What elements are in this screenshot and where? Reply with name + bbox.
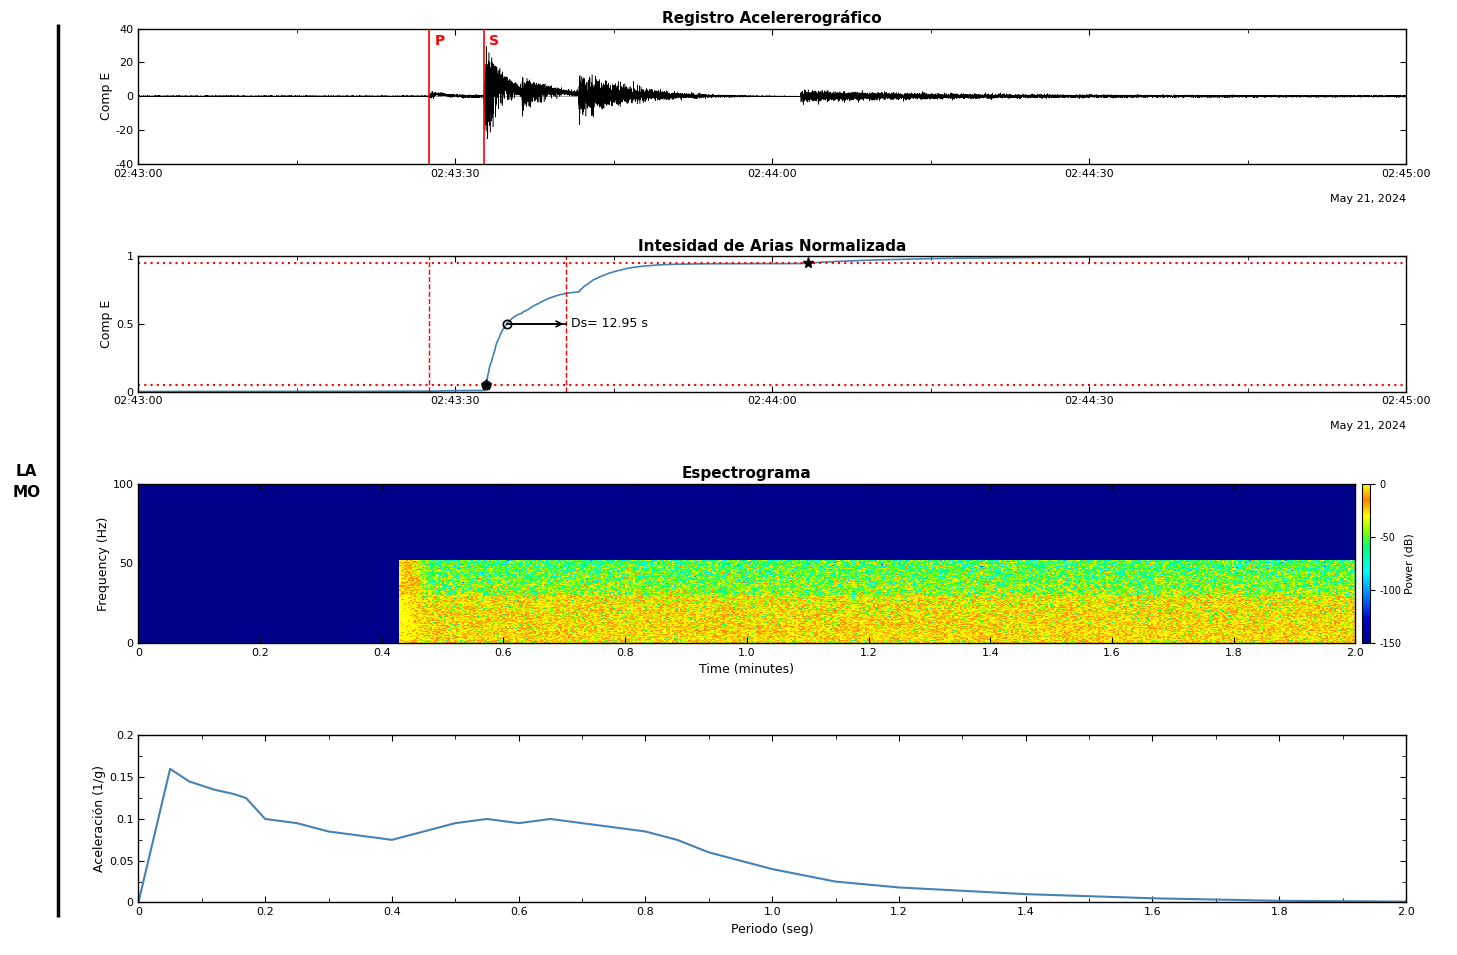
Text: S: S: [490, 33, 498, 48]
Y-axis label: Aceleración (1/g): Aceleración (1/g): [93, 766, 106, 873]
Title: Intesidad de Arias Normalizada: Intesidad de Arias Normalizada: [638, 239, 906, 254]
X-axis label: Periodo (seg): Periodo (seg): [731, 923, 813, 936]
Y-axis label: Comp E: Comp E: [99, 73, 112, 120]
Text: May 21, 2024: May 21, 2024: [1330, 421, 1406, 432]
Text: Ds= 12.95 s: Ds= 12.95 s: [571, 317, 648, 330]
Y-axis label: Frequency (Hz): Frequency (Hz): [96, 517, 109, 610]
Text: P: P: [436, 33, 446, 48]
Y-axis label: Comp E: Comp E: [101, 300, 114, 348]
X-axis label: Time (minutes): Time (minutes): [699, 664, 794, 676]
Title: Espectrograma: Espectrograma: [682, 466, 812, 481]
Text: LA
MO: LA MO: [12, 464, 41, 500]
Title: Registro Acelererográfico: Registro Acelererográfico: [663, 11, 881, 26]
Text: May 21, 2024: May 21, 2024: [1330, 194, 1406, 203]
Y-axis label: Power (dB): Power (dB): [1405, 533, 1415, 594]
